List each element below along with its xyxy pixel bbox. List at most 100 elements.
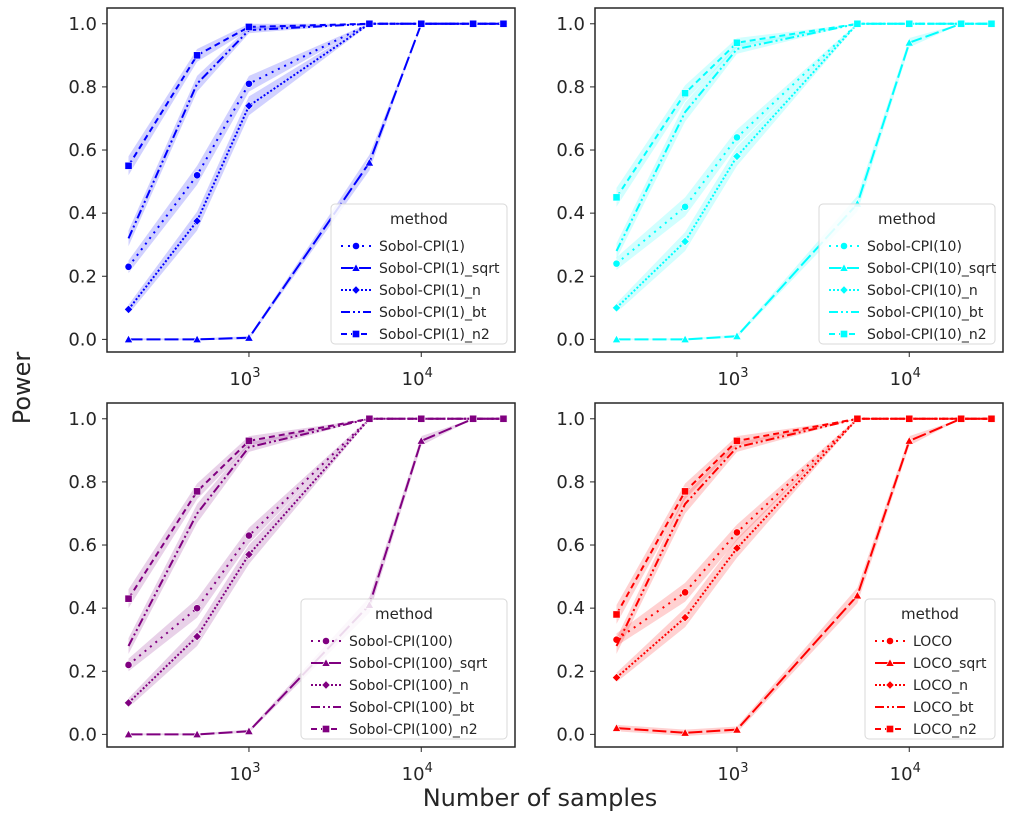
series-group bbox=[611, 413, 997, 737]
y-tick-label: 0.8 bbox=[68, 472, 97, 493]
legend-title: method bbox=[878, 210, 936, 228]
legend-marker bbox=[839, 263, 849, 272]
data-point bbox=[245, 23, 253, 31]
data-point bbox=[245, 79, 253, 88]
data-point bbox=[245, 531, 253, 540]
legend-label: LOCO bbox=[913, 634, 952, 650]
data-point bbox=[732, 724, 742, 734]
legend-title: method bbox=[901, 605, 959, 623]
x-tick-label: 104 bbox=[402, 366, 433, 390]
confidence-band bbox=[616, 23, 992, 207]
data-point bbox=[853, 414, 862, 423]
data-point bbox=[733, 528, 741, 537]
legend-label: LOCO_n2 bbox=[913, 722, 977, 738]
x-tick-label: 104 bbox=[890, 366, 921, 390]
legend-box bbox=[864, 598, 996, 740]
y-tick-label: 0.4 bbox=[68, 203, 97, 224]
confidence-band bbox=[128, 418, 504, 654]
y-tick-label: 0.0 bbox=[556, 724, 585, 745]
legend-label: Sobol-CPI(100)_n2 bbox=[349, 722, 478, 738]
confidence-band bbox=[128, 417, 504, 708]
y-tick-label: 0.0 bbox=[68, 329, 97, 350]
legend-label: LOCO_bt bbox=[913, 700, 974, 716]
data-point bbox=[244, 332, 254, 342]
data-point bbox=[611, 334, 622, 344]
data-point bbox=[244, 101, 254, 111]
data-point bbox=[417, 19, 426, 28]
legend: method LOCO LOCO_sqrt LOCO_n LOCO_bt LOCO_n2 bbox=[864, 598, 996, 740]
data-point bbox=[192, 631, 202, 642]
data-point bbox=[987, 414, 996, 423]
data-point bbox=[193, 51, 201, 60]
y-axis-label: Power bbox=[8, 352, 36, 425]
y-tick-label: 0.2 bbox=[68, 661, 97, 682]
y-tick-label: 0.2 bbox=[556, 661, 585, 682]
legend-marker bbox=[351, 263, 361, 272]
y-tick-label: 0.2 bbox=[556, 266, 585, 287]
data-point bbox=[192, 216, 202, 226]
x-tick-label: 103 bbox=[717, 366, 748, 390]
data-point bbox=[611, 303, 622, 313]
data-point bbox=[193, 487, 201, 496]
data-point bbox=[733, 38, 741, 47]
data-point bbox=[611, 672, 622, 683]
data-point bbox=[904, 37, 914, 47]
data-point bbox=[364, 157, 375, 167]
x-tick-label: 104 bbox=[890, 761, 921, 785]
series-group bbox=[123, 18, 509, 344]
legend-label: Sobol-CPI(100)_sqrt bbox=[349, 656, 488, 672]
y-tick-label: 0.4 bbox=[556, 598, 585, 619]
chart-panel-3: 0.0 0.2 0.4 0.6 0.8 1.0 103 104 method Sobol-CPI(… bbox=[68, 402, 516, 785]
y-tick-label: 0.0 bbox=[556, 329, 585, 350]
x-axis-label: Number of samples bbox=[423, 784, 658, 812]
y-tick-label: 0.8 bbox=[68, 77, 97, 98]
legend-label: Sobol-CPI(1) bbox=[379, 239, 465, 255]
legend-title: method bbox=[390, 210, 448, 228]
data-point bbox=[192, 334, 202, 344]
legend-label: Sobol-CPI(10)_n2 bbox=[867, 327, 987, 343]
data-point bbox=[124, 161, 133, 170]
legend-marker bbox=[840, 242, 848, 250]
y-tick-label: 1.0 bbox=[68, 409, 97, 430]
data-point bbox=[905, 414, 914, 423]
chart-panel-4: 0.0 0.2 0.4 0.6 0.8 1.0 103 104 method LOCO LOCO_s… bbox=[556, 402, 1004, 785]
data-point bbox=[499, 19, 508, 28]
data-point bbox=[904, 436, 914, 445]
x-tick-label: 103 bbox=[229, 366, 260, 390]
data-point bbox=[733, 133, 741, 142]
data-point bbox=[680, 334, 690, 344]
legend: method Sobol-CPI(100) Sobol-CPI(100)_sqrt S… bbox=[300, 598, 508, 740]
data-point bbox=[124, 262, 133, 271]
legend-box bbox=[330, 203, 508, 345]
y-tick-label: 0.4 bbox=[556, 203, 585, 224]
data-point bbox=[732, 151, 742, 161]
data-point bbox=[853, 19, 862, 28]
x-tick-label: 104 bbox=[402, 761, 433, 785]
x-tick-label: 103 bbox=[717, 761, 748, 785]
y-tick-label: 0.4 bbox=[68, 598, 97, 619]
data-point bbox=[681, 89, 689, 98]
confidence-band bbox=[616, 418, 992, 624]
data-point bbox=[245, 436, 253, 445]
chart-panel-2: 0.0 0.2 0.4 0.6 0.8 1.0 103 104 method Sobol-CPI(… bbox=[556, 7, 1004, 390]
legend-label: Sobol-CPI(1)_sqrt bbox=[379, 261, 500, 277]
data-point bbox=[611, 723, 622, 732]
data-point bbox=[365, 19, 374, 28]
data-point bbox=[732, 331, 742, 340]
y-tick-label: 1.0 bbox=[68, 14, 97, 35]
legend-label: Sobol-CPI(1)_bt bbox=[379, 305, 487, 321]
data-point bbox=[123, 729, 134, 739]
y-tick-label: 0.8 bbox=[556, 472, 585, 493]
data-point bbox=[987, 19, 996, 28]
legend-box bbox=[300, 598, 508, 740]
data-point bbox=[123, 334, 134, 344]
legend: method Sobol-CPI(10) Sobol-CPI(10)_sqrt Sob… bbox=[818, 203, 997, 345]
series-group bbox=[611, 18, 997, 344]
legend-marker bbox=[322, 725, 330, 733]
legend-marker bbox=[352, 242, 360, 250]
legend-marker bbox=[321, 680, 331, 690]
data-point bbox=[681, 202, 689, 211]
confidence-band bbox=[616, 22, 992, 313]
data-point bbox=[612, 259, 621, 268]
